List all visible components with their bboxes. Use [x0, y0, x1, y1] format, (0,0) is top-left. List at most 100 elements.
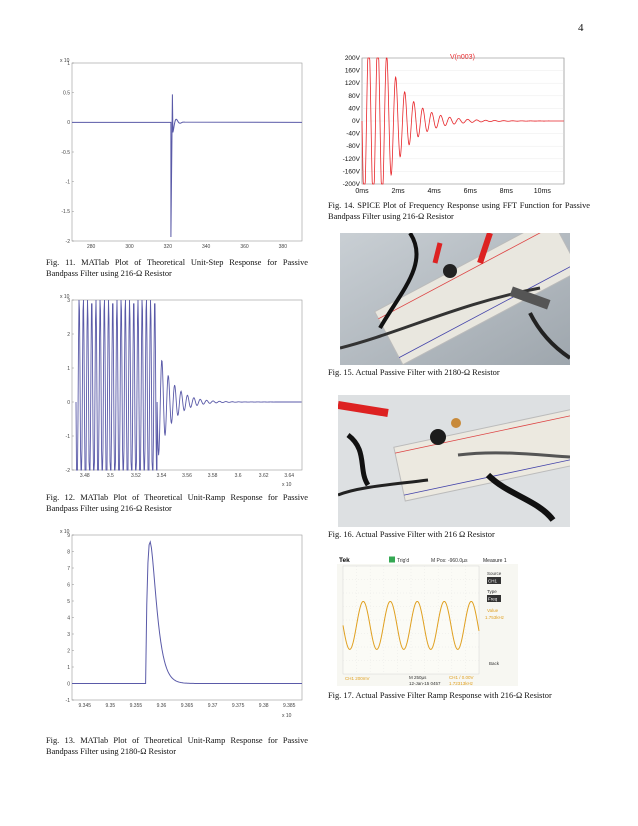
fig13-xtick: 9.355: [130, 703, 143, 709]
fig12-chart: x 10 x 10 3 2 1 0 -1 -2 3.48 3.5 3.52 3.54 3.56 3.…: [60, 294, 303, 488]
fig11-ytick: 1: [67, 61, 70, 67]
fig14-ytick: 200V: [345, 55, 361, 62]
fig12-caption: Fig. 12. MATlab Plot of Theoretical Unit…: [46, 493, 308, 513]
fig13-ytick: 9: [67, 533, 70, 539]
fig14-xtick: 2ms: [391, 188, 405, 195]
fig13-xtick: 9.35: [105, 703, 115, 709]
fig12-xtick: 3.62: [259, 473, 269, 479]
fig14-xtick: 8ms: [500, 188, 514, 195]
fig13-xtick: 9.345: [79, 703, 92, 709]
fig12-ytick: -2: [66, 468, 71, 474]
fig14-xtick: 0ms: [355, 188, 369, 195]
fig12-exponent: x 10: [60, 294, 70, 300]
fig12-ytick: -1: [66, 434, 71, 440]
fig14-ytick: 160V: [345, 68, 361, 75]
scope-type-label: Type: [487, 589, 497, 594]
fig13-xtick: 9.385: [283, 703, 296, 709]
fig12-xtick: 3.52: [131, 473, 141, 479]
fig11-ytick: -1.5: [61, 209, 70, 215]
fig14-ytick: -200V: [343, 181, 361, 188]
fig13-xtick: 9.38: [259, 703, 269, 709]
fig13-ytick: -1: [66, 698, 71, 704]
fig12-xtick: 3.56: [182, 473, 192, 479]
fig12-plot: x 10 x 10 3 2 1 0 -1 -2 3.48 3.5 3.52 3.54 3.56 3.…: [46, 290, 311, 490]
fig14-ytick: 80V: [348, 93, 360, 100]
fig13-ytick: 2: [67, 648, 70, 654]
fig17-scope: Tek Trig'd M Pos: -960.0µs Measure 1 Sou…: [337, 555, 518, 686]
scope-back-label: Back: [489, 661, 500, 666]
scope-value-label: Value: [487, 608, 499, 613]
fig13-ytick: 0: [67, 681, 70, 687]
fig12-xtick: 3.64: [284, 473, 294, 479]
fig16-photo: [338, 395, 570, 527]
scope-source-label: Source: [487, 571, 502, 576]
fig14-ytick: 0V: [352, 118, 361, 125]
fig14-trace-label: V(n003): [450, 54, 475, 61]
scope-date: 12-Jan-15 0457: [409, 681, 441, 686]
fig14-xtick: 4ms: [428, 188, 442, 195]
fig13-ytick: 5: [67, 599, 70, 605]
fig14-plot: V(n003) 200V 160V 120V 80V 40V 0V -40V -80V -120…: [328, 52, 568, 200]
fig14-ytick: -160V: [343, 168, 361, 175]
fig11-xtick: 320: [164, 244, 173, 250]
fig12-x-exponent: x 10: [282, 482, 292, 488]
scope-value-value: 1.753kHz: [485, 615, 505, 620]
fig17-caption: Fig. 17. Actual Passive Filter Ramp Resp…: [328, 691, 552, 700]
fig11-ytick: -2: [66, 239, 71, 245]
scope-brand: Tek: [339, 557, 350, 564]
fig12-xtick: 3.58: [208, 473, 218, 479]
fig11-chart: x 10 1 0.5 0 -0.5 -1 -1.5 -2 280 300 320 340 360 38…: [60, 58, 303, 250]
fig13-ytick: 4: [67, 615, 70, 621]
fig11-exponent: x 10: [60, 58, 70, 64]
fig14-ytick: 120V: [345, 80, 361, 87]
fig12-xtick: 3.5: [107, 473, 114, 479]
fig13-ytick: 8: [67, 549, 70, 555]
fig11-ytick: 0: [67, 120, 70, 126]
scope-mpos: M Pos: -960.0µs: [431, 558, 468, 564]
fig12-ytick: 0: [67, 400, 70, 406]
scope-source-value: CH1: [488, 579, 497, 584]
fig15-caption: Fig. 15. Actual Passive Filter with 2180…: [328, 368, 500, 377]
fig13-plot: x 10 x 10 9 8 7 6 5 4 3 2 1 0 -1 9.345 9.35 9.355 9.3…: [46, 525, 311, 725]
fig13-exponent: x 10: [60, 529, 70, 535]
fig13-xtick: 9.36: [157, 703, 167, 709]
fig13-ytick: 3: [67, 632, 70, 638]
fig16-caption: Fig. 16. Actual Passive Filter with 216 …: [328, 530, 495, 539]
scope-freq-readout: 1.72313kHz: [449, 681, 474, 686]
fig15-photo: [340, 233, 570, 365]
page-number: 4: [578, 22, 584, 34]
fig12-ytick: 2: [67, 332, 70, 338]
fig13-xtick: 9.365: [181, 703, 194, 709]
fig14-xtick: 10ms: [534, 188, 552, 195]
fig13-chart: x 10 x 10 9 8 7 6 5 4 3 2 1 0 -1 9.345 9.35 9.355 9.3…: [60, 529, 303, 719]
fig11-ytick: 0.5: [63, 90, 70, 96]
fig14-ytick: -120V: [343, 156, 361, 163]
fig13-ytick: 1: [67, 665, 70, 671]
scope-type-value: Freq: [488, 597, 498, 602]
scope-ch1-trig: CH1 / 0.00V: [449, 675, 474, 680]
scope-menu-title: Measure 1: [483, 558, 507, 564]
fig14-ytick: -40V: [346, 131, 360, 138]
fig11-xtick: 300: [125, 244, 134, 250]
fig11-plot: x 10 1 0.5 0 -0.5 -1 -1.5 -2 280 300 320 340 360 38…: [46, 55, 311, 255]
fig14-xtick: 6ms: [464, 188, 478, 195]
fig12-ytick: 3: [67, 298, 70, 304]
fig13-xtick: 9.375: [232, 703, 245, 709]
fig11-ytick: -0.5: [61, 150, 70, 156]
fig12-xtick: 3.54: [157, 473, 167, 479]
fig14-caption: Fig. 14. SPICE Plot of Frequency Respons…: [328, 201, 590, 221]
fig14-ytick: 40V: [348, 105, 360, 112]
fig11-xtick: 340: [202, 244, 211, 250]
fig12-ytick: 1: [67, 366, 70, 372]
fig14-chart: V(n003) 200V 160V 120V 80V 40V 0V -40V -80V -120…: [343, 54, 565, 195]
scope-timebase: M 250µs: [409, 675, 427, 680]
fig11-xtick: 280: [87, 244, 96, 250]
fig14-ytick: -80V: [346, 143, 360, 150]
fig13-ytick: 6: [67, 582, 70, 588]
fig11-xtick: 360: [240, 244, 249, 250]
fig12-xtick: 3.48: [80, 473, 90, 479]
fig12-xtick: 3.6: [235, 473, 242, 479]
fig13-ytick: 7: [67, 566, 70, 572]
fig13-xtick: 9.37: [208, 703, 218, 709]
fig13-x-exponent: x 10: [282, 713, 292, 719]
